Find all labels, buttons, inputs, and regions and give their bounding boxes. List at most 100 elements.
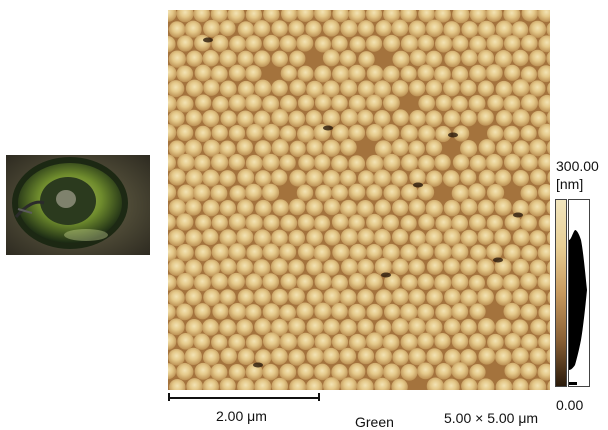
particle: [460, 258, 478, 276]
particle: [512, 229, 530, 247]
particle: [434, 332, 451, 350]
particle: [228, 302, 247, 321]
particle: [444, 349, 461, 366]
particle: [495, 378, 513, 390]
particle: [194, 244, 212, 262]
particle: [348, 94, 366, 112]
particle: [443, 228, 461, 246]
particle: [184, 139, 203, 157]
particle: [253, 259, 271, 277]
particle: [503, 10, 521, 23]
particle: [400, 34, 419, 53]
particle: [237, 378, 255, 390]
particle: [485, 153, 503, 172]
particle: [168, 274, 177, 291]
particle: [176, 124, 194, 141]
particle: [339, 289, 357, 306]
particle: [494, 228, 512, 246]
particle: [383, 273, 401, 291]
particle: [324, 229, 341, 246]
void-defect: [448, 132, 458, 138]
particle: [366, 184, 383, 201]
particle: [253, 110, 271, 128]
particle: [228, 363, 246, 381]
particle: [219, 258, 237, 275]
particle: [408, 348, 426, 366]
particle: [211, 34, 229, 52]
particle: [502, 274, 520, 292]
particle: [245, 273, 263, 291]
particle: [486, 243, 503, 260]
particle: [495, 289, 513, 306]
particle: [261, 183, 280, 202]
particle: [306, 288, 324, 306]
particle-monolayer-icon: [168, 10, 550, 390]
particle: [236, 228, 254, 246]
particle: [176, 213, 194, 231]
particle: [400, 215, 417, 232]
particle: [297, 332, 315, 351]
particle: [382, 243, 400, 262]
particle: [193, 154, 211, 172]
particle: [520, 184, 538, 202]
particle: [168, 244, 178, 262]
particle: [331, 213, 349, 231]
particle: [186, 378, 203, 390]
particle: [461, 378, 478, 390]
particle: [193, 333, 210, 350]
particle: [520, 244, 538, 262]
particle: [468, 95, 486, 112]
particle: [220, 347, 237, 365]
particle: [306, 139, 323, 156]
particle: [365, 94, 383, 111]
particle: [203, 259, 221, 277]
particle: [537, 273, 550, 291]
particle: [511, 319, 529, 336]
particle: [271, 169, 288, 186]
void-defect: [323, 125, 333, 131]
particle: [331, 124, 350, 142]
particle: [494, 258, 512, 276]
particle: [340, 377, 358, 390]
particle: [391, 318, 409, 336]
particle: [444, 288, 461, 306]
particle: [168, 50, 186, 68]
particle: [168, 140, 186, 158]
particle: [246, 124, 264, 141]
particle: [451, 66, 469, 83]
particle: [512, 49, 529, 67]
particle: [461, 21, 479, 38]
particle: [529, 230, 546, 247]
particle: [219, 229, 237, 247]
particle: [530, 110, 547, 128]
particle: [185, 169, 203, 187]
particle: [237, 80, 255, 98]
particle: [451, 95, 468, 113]
particle: [357, 80, 375, 98]
particle: [219, 200, 236, 217]
particle: [202, 109, 220, 128]
particle: [202, 348, 220, 366]
particle: [280, 214, 298, 232]
particle: [477, 80, 495, 97]
particle: [503, 302, 521, 320]
particle: [443, 199, 461, 217]
particle: [176, 272, 194, 291]
particle: [195, 214, 212, 231]
particle: [236, 258, 254, 276]
particle: [176, 363, 194, 381]
particle: [417, 332, 434, 350]
particle: [168, 21, 186, 38]
particle: [331, 155, 348, 173]
particle: [245, 154, 263, 172]
particle: [433, 65, 451, 83]
particle: [504, 333, 521, 350]
particle: [193, 274, 211, 292]
particle: [400, 244, 418, 262]
particle: [219, 377, 236, 390]
particle: [425, 228, 443, 247]
color-scale-unit: [nm]: [556, 176, 584, 192]
particle: [228, 154, 245, 171]
particle: [306, 80, 324, 98]
particle: [366, 65, 384, 82]
